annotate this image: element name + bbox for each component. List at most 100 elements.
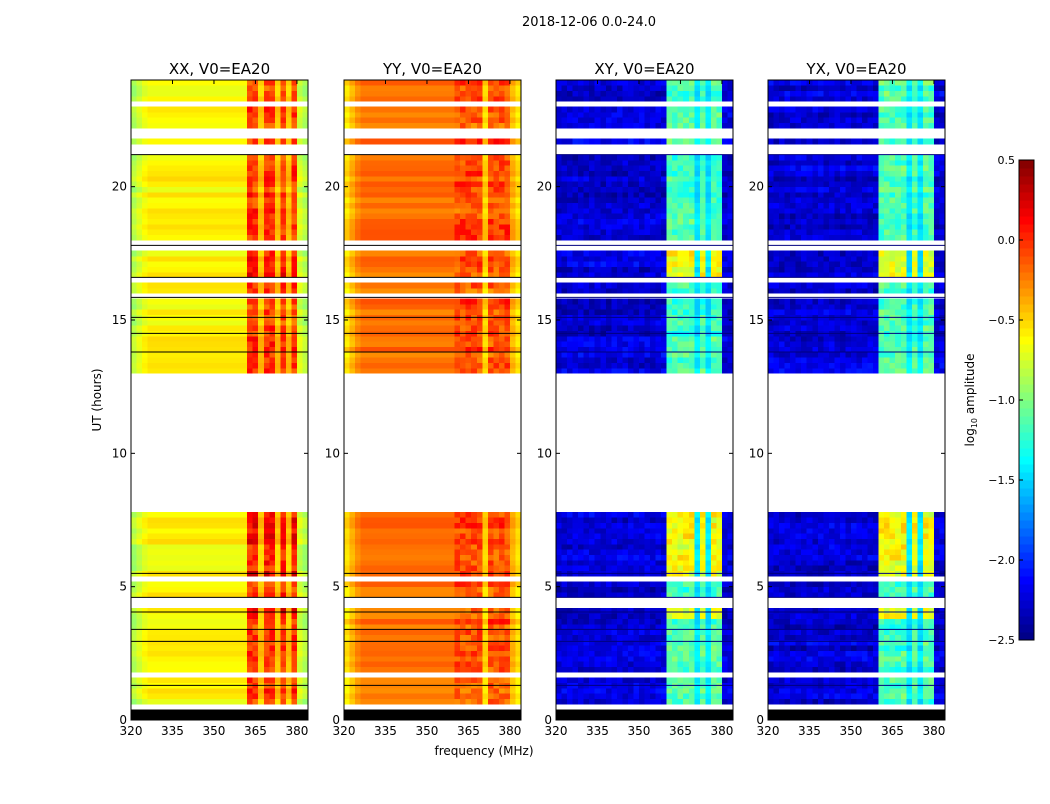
heatmap-cell [269,619,275,625]
heatmap-cell [438,347,444,353]
heatmap-cell [405,555,411,561]
heatmap-cell [175,363,181,369]
heatmap-cell [377,219,383,225]
heatmap-cell [297,357,303,363]
heatmap-cell [302,613,308,619]
heatmap-cell [231,555,237,561]
heatmap-cell [515,645,521,651]
heatmap-cell [275,363,281,369]
heatmap-cell [377,213,383,219]
heatmap-cell [444,539,450,545]
heatmap-cell [493,533,499,539]
heatmap-cell [460,123,466,129]
heatmap-cell [444,261,450,267]
heatmap-cell [220,539,226,545]
heatmap-cell [433,208,439,214]
heatmap-cell [242,693,248,699]
heatmap-cell [131,235,137,241]
heatmap-cell [449,368,455,374]
heatmap-cell [510,165,516,171]
heatmap-cell [399,587,405,593]
heatmap-cell [377,197,383,203]
heatmap-cell [275,112,281,118]
heatmap-cell [438,261,444,267]
heatmap-cell [399,112,405,118]
heatmap-cell [427,117,433,123]
heatmap-cell [372,699,378,705]
heatmap-cell [137,229,143,235]
heatmap-cell [488,197,494,203]
heatmap-cell [242,341,248,347]
heatmap-cell [482,619,488,625]
heatmap-cell [466,635,472,641]
heatmap-cell [286,261,292,267]
heatmap-cell [148,229,154,235]
heatmap-cell [350,677,356,683]
heatmap-cell [225,555,231,561]
heatmap-cell [231,187,237,193]
heatmap-cell [433,304,439,310]
y-tick-label: 15 [112,313,127,327]
heatmap-cell [355,123,361,129]
heatmap-cell [264,320,270,326]
heatmap-cell [148,592,154,598]
heatmap-cell [421,608,427,614]
heatmap-cell [366,256,372,262]
heatmap-cell [197,533,203,539]
heatmap-cell [286,171,292,177]
heatmap-cell [247,213,253,219]
heatmap-cell [427,581,433,587]
heatmap-cell [286,341,292,347]
heatmap-cell [231,677,237,683]
heatmap-cell [148,347,154,353]
heatmap-cell [466,693,472,699]
heatmap-cell [159,320,165,326]
heatmap-cell [394,219,400,225]
heatmap-cell [394,256,400,262]
heatmap-cell [286,117,292,123]
heatmap-cell [142,235,148,241]
heatmap-cell [427,224,433,230]
heatmap-cell [515,347,521,353]
heatmap-cell [399,555,405,561]
heatmap-cell [510,592,516,598]
heatmap-cell [438,197,444,203]
heatmap-cell [186,171,192,177]
heatmap-cell [197,165,203,171]
heatmap-cell [399,304,405,310]
heatmap-cell [377,208,383,214]
heatmap-cell [372,645,378,651]
heatmap-cell [482,581,488,587]
heatmap-cell [460,213,466,219]
heatmap-cell [208,336,214,342]
heatmap-cell [231,96,237,102]
heatmap-cell [504,176,510,182]
heatmap-cell [148,197,154,203]
heatmap-cell [499,272,505,278]
heatmap-cell [416,352,422,358]
heatmap-cell [504,587,510,593]
heatmap-cell [499,139,505,145]
heatmap-cell [291,235,297,241]
heatmap-cell [350,224,356,230]
heatmap-cell [197,251,203,257]
heatmap-cell [372,512,378,518]
heatmap-cell [264,213,270,219]
heatmap-cell [214,272,220,278]
heatmap-cell [258,544,264,550]
heatmap-cell [286,565,292,571]
heatmap-cell [383,565,389,571]
heatmap-cell [421,96,427,102]
heatmap-cell [471,187,477,193]
heatmap-cell [493,213,499,219]
heatmap-cell [410,549,416,555]
heatmap-cell [170,357,176,363]
heatmap-cell [405,651,411,657]
heatmap-cell [350,352,356,358]
heatmap-cell [427,123,433,129]
heatmap-cell [515,325,521,331]
heatmap-cell [231,693,237,699]
heatmap-cell [175,219,181,225]
heatmap-cell [247,171,253,177]
heatmap-cell [225,139,231,145]
